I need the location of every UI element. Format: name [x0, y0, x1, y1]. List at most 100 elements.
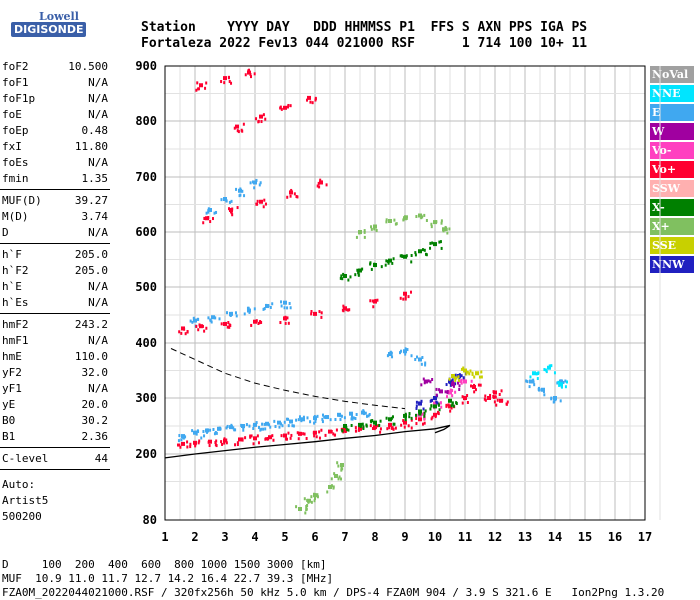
- data-point: [199, 324, 203, 329]
- data-point-echo: [421, 422, 424, 426]
- data-point-echo: [492, 390, 495, 394]
- data-point-echo: [404, 352, 407, 356]
- data-point-echo: [404, 412, 407, 416]
- data-point-echo: [505, 402, 508, 406]
- data-point-echo: [330, 484, 333, 488]
- data-point-echo: [348, 308, 351, 312]
- data-point-echo: [416, 355, 419, 359]
- param-name: fxI: [2, 140, 22, 153]
- data-point-echo: [211, 217, 214, 221]
- param-separator: [0, 189, 110, 190]
- data-point-echo: [318, 185, 321, 189]
- data-point-echo: [182, 436, 185, 440]
- data-point-echo: [179, 445, 182, 449]
- legend-item-x-: X-: [650, 199, 694, 216]
- param-name: M(D): [2, 210, 29, 223]
- data-point-echo: [210, 320, 213, 324]
- data-point-echo: [288, 301, 291, 305]
- data-point-echo: [462, 377, 465, 381]
- data-point-echo: [361, 422, 364, 426]
- data-point-echo: [342, 304, 345, 308]
- data-point-echo: [345, 308, 348, 312]
- param-value: 2.36: [81, 430, 109, 443]
- data-point: [463, 368, 467, 373]
- data-point-echo: [404, 417, 407, 421]
- data-point-echo: [352, 416, 355, 420]
- data-point-echo: [206, 430, 209, 434]
- data-point-echo: [262, 113, 265, 117]
- data-point-echo: [386, 427, 389, 431]
- data-point-echo: [281, 424, 284, 428]
- data-point-echo: [213, 432, 216, 436]
- data-point-echo: [207, 210, 210, 214]
- data-point-echo: [205, 81, 208, 85]
- data-point-echo: [362, 409, 365, 413]
- data-point-echo: [425, 218, 428, 222]
- data-point-echo: [460, 381, 463, 385]
- param-value: 0.48: [81, 124, 109, 137]
- data-point-echo: [264, 427, 267, 431]
- data-point-echo: [438, 388, 441, 392]
- param-value: 11.80: [74, 140, 108, 153]
- auto-name: Artist5: [2, 494, 49, 507]
- param-name: foF1: [2, 76, 29, 89]
- data-point-echo: [230, 311, 233, 315]
- data-point: [193, 318, 197, 323]
- data-point-echo: [440, 246, 443, 250]
- data-point-echo: [217, 427, 220, 431]
- data-point-echo: [451, 401, 454, 405]
- data-point-echo: [406, 348, 409, 352]
- data-point-echo: [391, 261, 394, 265]
- data-point-echo: [242, 425, 245, 429]
- data-point-echo: [454, 382, 457, 386]
- data-point-echo: [536, 377, 539, 381]
- data-point-echo: [295, 505, 298, 509]
- legend-item-vo-: Vo-: [650, 142, 694, 159]
- data-point-echo: [379, 419, 382, 423]
- data-point-echo: [249, 72, 252, 76]
- data-point-echo: [451, 380, 454, 384]
- param-name: C-level: [2, 452, 49, 465]
- data-point-echo: [429, 241, 432, 245]
- data-point-echo: [226, 311, 229, 315]
- data-point-echo: [341, 429, 344, 433]
- data-point-echo: [239, 193, 242, 197]
- data-point-echo: [283, 306, 286, 310]
- data-point-echo: [310, 310, 313, 314]
- data-point-echo: [203, 434, 206, 438]
- param-value: N/A: [88, 296, 108, 309]
- data-point: [403, 413, 407, 418]
- data-point-echo: [350, 423, 353, 427]
- data-point-echo: [269, 305, 272, 309]
- data-point-echo: [310, 495, 313, 499]
- data-point-echo: [309, 100, 312, 104]
- data-point-echo: [309, 420, 312, 424]
- data-point-echo: [207, 316, 210, 320]
- data-point-echo: [340, 477, 343, 481]
- data-point-echo: [207, 216, 210, 220]
- data-point-echo: [253, 307, 256, 311]
- data-point-echo: [226, 424, 229, 428]
- data-point-echo: [424, 409, 427, 413]
- param-row-b0: B0 30.2: [2, 414, 108, 428]
- param-row-mufd: MUF(D) 39.27: [2, 194, 108, 208]
- data-point-echo: [209, 428, 212, 432]
- data-point-echo: [362, 426, 365, 430]
- data-point-echo: [399, 351, 402, 355]
- data-point-echo: [470, 379, 473, 383]
- data-point: [388, 258, 392, 263]
- data-point-echo: [484, 398, 487, 402]
- data-point-echo: [427, 379, 430, 383]
- data-point-echo: [431, 415, 434, 419]
- data-point-echo: [446, 231, 449, 235]
- data-point-echo: [423, 417, 426, 421]
- data-point-echo: [274, 424, 277, 428]
- data-point: [268, 435, 272, 440]
- data-point-echo: [208, 444, 211, 448]
- data-point-echo: [399, 296, 402, 300]
- data-point-echo: [354, 429, 357, 433]
- data-point-echo: [214, 316, 217, 320]
- data-point-echo: [562, 380, 565, 384]
- data-point-echo: [287, 417, 290, 421]
- data-point-echo: [255, 202, 258, 206]
